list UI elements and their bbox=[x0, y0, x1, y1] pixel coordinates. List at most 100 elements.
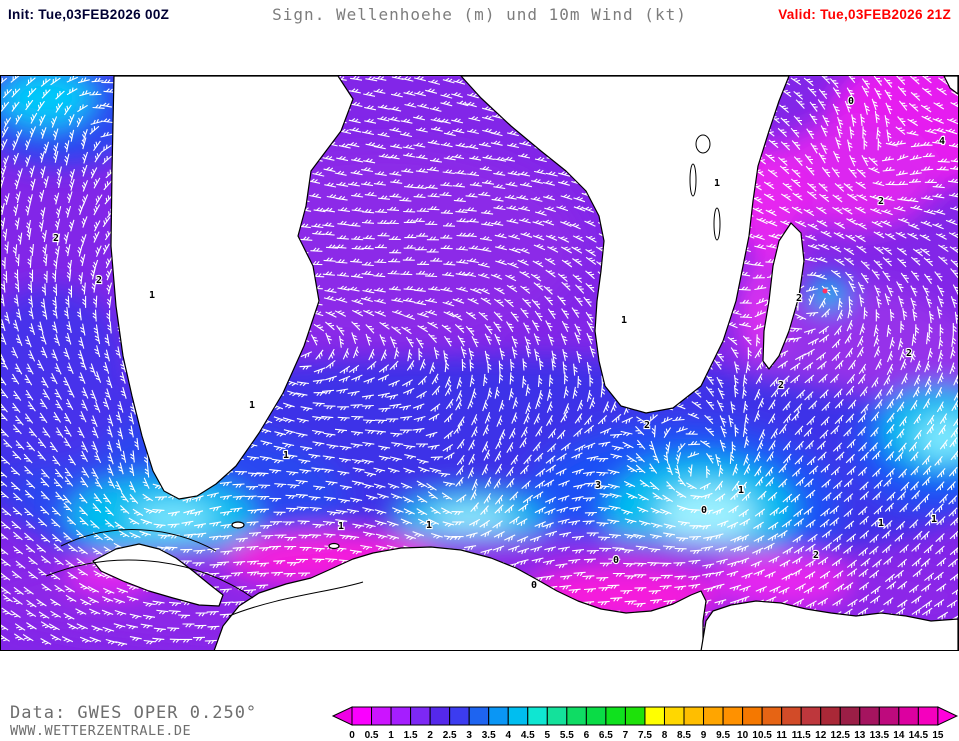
colorbar-tick-label: 5 bbox=[545, 730, 551, 741]
colorbar-segment bbox=[644, 706, 665, 726]
lake-victoria-outline bbox=[695, 134, 711, 154]
tropical-cyclone-marker bbox=[822, 288, 828, 294]
colorbar-tick-label: 14.5 bbox=[909, 730, 929, 741]
colorbar-tick-label: 12 bbox=[815, 730, 827, 741]
colorbar-segment bbox=[722, 706, 744, 726]
valid-time-label: Valid: Tue,03FEB2026 21Z bbox=[778, 7, 951, 22]
colorbar-segment bbox=[507, 706, 529, 726]
colorbar-left-arrow bbox=[331, 706, 353, 726]
contour-label: 2 bbox=[644, 420, 650, 431]
lake-tanganyika-outline bbox=[689, 163, 697, 197]
colorbar-segment bbox=[527, 706, 548, 726]
colorbar-segment bbox=[429, 706, 451, 726]
colorbar-segment bbox=[546, 706, 568, 726]
colorbar-segment bbox=[488, 706, 509, 726]
colorbar-segment bbox=[703, 706, 724, 726]
contour-label: 1 bbox=[338, 521, 344, 532]
colorbar-tick-label: 2.5 bbox=[443, 730, 457, 741]
south-america-landmass bbox=[110, 76, 354, 500]
contour-label: 2 bbox=[813, 550, 819, 561]
colorbar-right-arrow bbox=[937, 706, 959, 726]
contour-label: 1 bbox=[426, 520, 432, 531]
contour-label: 1 bbox=[714, 178, 720, 189]
colorbar-tick-label: 4.5 bbox=[521, 730, 535, 741]
colorbar-segment bbox=[898, 706, 919, 726]
contour-label: 2 bbox=[778, 380, 784, 391]
colorbar-segment bbox=[468, 706, 490, 726]
colorbar-segment bbox=[917, 706, 939, 726]
colorbar-segment bbox=[742, 706, 763, 726]
colorbar-tick-label: 11.5 bbox=[792, 730, 811, 741]
contour-label: 1 bbox=[738, 485, 744, 496]
contour-label: 0 bbox=[531, 580, 537, 591]
website-label: WWW.WETTERZENTRALE.DE bbox=[10, 723, 192, 739]
africa-landmass bbox=[460, 76, 790, 414]
colorbar-segment bbox=[410, 706, 431, 726]
landmass-layer bbox=[92, 76, 958, 650]
colorbar-tick-label: 8 bbox=[662, 730, 668, 741]
colorbar-segment bbox=[624, 706, 646, 726]
contour-label: 0 bbox=[613, 555, 619, 566]
colorbar-tick-label: 10 bbox=[737, 730, 749, 741]
colorbar-tick-label: 1.5 bbox=[404, 730, 418, 741]
south-georgia-island bbox=[328, 542, 340, 550]
colorbar-segment bbox=[605, 706, 626, 726]
init-time-label: Init: Tue,03FEB2026 00Z bbox=[8, 7, 170, 22]
contour-label: 1 bbox=[149, 290, 155, 301]
falkland-islands bbox=[231, 521, 245, 529]
map-canvas: 2 2 1 1 1 1 1 0 0 0 1 2 1 1 2 2 1 1 2 3 2 2 0 4 bbox=[1, 76, 958, 650]
colorbar-segment bbox=[781, 706, 802, 726]
colorbar-tick-label: 12.5 bbox=[831, 730, 851, 741]
colorbar-tick-label: 7.5 bbox=[638, 730, 652, 741]
contour-label: 1 bbox=[931, 514, 937, 525]
wave-height-map: 2 2 1 1 1 1 1 0 0 0 1 2 1 1 2 2 1 1 2 3 2 2 0 4 bbox=[0, 75, 959, 651]
colorbar-segment bbox=[683, 706, 705, 726]
colorbar-segment bbox=[663, 706, 685, 726]
ice-edge-contours bbox=[45, 529, 364, 617]
colorbar-tick-label: 1 bbox=[388, 730, 394, 741]
contour-label: 1 bbox=[878, 518, 884, 529]
colorbar-segment bbox=[585, 706, 607, 726]
colorbar-tick-label: 9.5 bbox=[716, 730, 730, 741]
colorbar-tick-label: 0 bbox=[349, 730, 355, 741]
colorbar-segment bbox=[566, 706, 587, 726]
colorbar-tick-label: 3 bbox=[466, 730, 472, 741]
colorbar-tick-label: 6.5 bbox=[599, 730, 613, 741]
colorbar-tick-label: 4 bbox=[505, 730, 511, 741]
colorbar-tick-label: 5.5 bbox=[560, 730, 574, 741]
colorbar-tick-label: 6 bbox=[584, 730, 590, 741]
contour-label: 0 bbox=[848, 96, 854, 107]
antarctica-central bbox=[213, 546, 707, 650]
contour-label: 3 bbox=[595, 480, 601, 491]
map-title: Sign. Wellenhoehe (m) und 10m Wind (kt) bbox=[272, 5, 687, 24]
island-top-right bbox=[943, 76, 958, 95]
colorbar-tick-label: 3.5 bbox=[482, 730, 496, 741]
contour-label: 2 bbox=[96, 275, 102, 286]
contour-label: 4 bbox=[939, 136, 945, 147]
colorbar-tick-label: 7 bbox=[623, 730, 629, 741]
colorbar-tick-label: 11 bbox=[776, 730, 787, 741]
data-source-label: Data: GWES OPER 0.250° bbox=[10, 703, 258, 723]
colorbar-tick-label: 2 bbox=[427, 730, 433, 741]
contour-label: 1 bbox=[249, 400, 255, 411]
colorbar-segment bbox=[449, 706, 470, 726]
lakes-layer bbox=[689, 134, 721, 241]
contour-label: 1 bbox=[621, 315, 627, 326]
lake-malawi-outline bbox=[713, 207, 721, 241]
colorbar-segment bbox=[839, 706, 861, 726]
contour-label: 0 bbox=[701, 505, 707, 516]
colorbar-tick-label: 0.5 bbox=[365, 730, 379, 741]
wave-height-colorbar: 0 0.5 1 1.5 2 2.5 3 3.5 4 4.5 5 5.5 6 6.5 7 7.5 8 8.5 9 9.5… bbox=[331, 706, 959, 741]
contour-label: 2 bbox=[796, 293, 802, 304]
colorbar-tick-label: 14 bbox=[893, 730, 905, 741]
madagascar-island bbox=[762, 222, 805, 370]
colorbar-tick-label: 8.5 bbox=[677, 730, 691, 741]
contour-label: 1 bbox=[283, 450, 289, 461]
colorbar-segment bbox=[800, 706, 822, 726]
colorbar-segment bbox=[878, 706, 900, 726]
colorbar-tick-label: 10.5 bbox=[752, 730, 772, 741]
colorbar-segment bbox=[390, 706, 412, 726]
colorbar-segment bbox=[371, 706, 392, 726]
antarctica-east bbox=[700, 600, 958, 650]
colorbar-tick-label: 15 bbox=[932, 730, 944, 741]
